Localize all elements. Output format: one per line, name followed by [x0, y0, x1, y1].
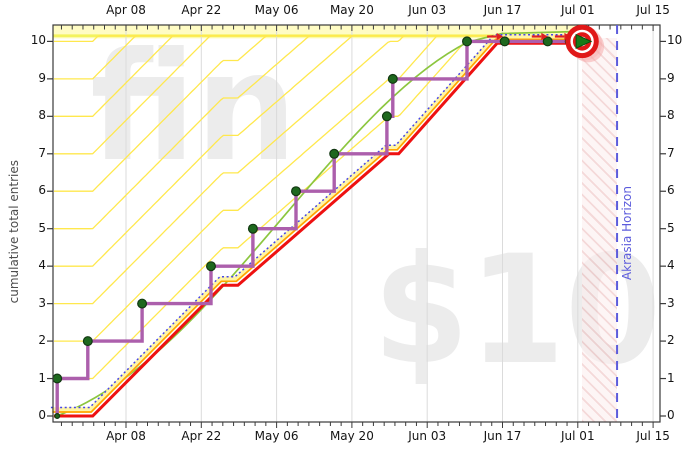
- datapoint-dot: [291, 186, 302, 197]
- x-tick-label-bottom: May 06: [254, 429, 299, 443]
- y-tick-label-left: 0: [38, 408, 46, 422]
- x-tick-label-bottom: Jun 17: [483, 429, 522, 443]
- x-tick-label-top: Apr 22: [181, 3, 222, 17]
- x-tick-label-bottom: Jun 03: [408, 429, 447, 443]
- x-tick-label-top: Jun 03: [408, 3, 447, 17]
- y-tick-label-right: 4: [667, 258, 675, 273]
- datapoint-dot: [54, 413, 61, 420]
- datapoint-dot: [329, 148, 340, 159]
- y-tick-label-left: 5: [38, 220, 46, 235]
- road-blue-dotted-line: [50, 34, 580, 409]
- red-line: [53, 41, 583, 418]
- y-tick-label-left: 8: [38, 108, 46, 123]
- y-tick-label-left: 10: [30, 33, 46, 48]
- x-tick-label-bottom: Jul 01: [561, 429, 595, 443]
- x-tick-label-top: Jul 15: [636, 3, 670, 17]
- y-tick-label-right: 6: [667, 183, 675, 198]
- y-tick-label-right: 2: [667, 333, 675, 348]
- guideline: [54, 35, 577, 230]
- goal-bullseye-icon: [565, 24, 605, 63]
- x-tick-label-bottom: Apr 22: [181, 429, 222, 443]
- y-tick-label-left: 7: [38, 145, 46, 160]
- y-tick-label-right: 7: [667, 145, 675, 160]
- datapoint-dot: [52, 373, 63, 384]
- y-tick-label-left: 4: [38, 258, 46, 273]
- x-tick-label-top: May 06: [254, 3, 299, 17]
- due-arrow-icon: [531, 32, 548, 41]
- steppy-line: [55, 39, 583, 416]
- y-tick-label-left: 6: [38, 183, 46, 198]
- y-tick-label-left: 2: [38, 333, 46, 348]
- guideline: [54, 35, 577, 155]
- datapoint-dot: [247, 223, 258, 234]
- y-tick-label-left: 1: [38, 370, 46, 385]
- y-tick-label-left: 9: [38, 70, 46, 85]
- datapoint-dot: [499, 36, 510, 47]
- datapoint-dot: [462, 36, 473, 47]
- x-tick-label-top: Jun 17: [483, 3, 522, 17]
- y-tick-label-right: 3: [667, 295, 675, 310]
- road-lane: [51, 34, 581, 413]
- road-orange-line: [52, 38, 581, 413]
- y-tick-label-right: 9: [667, 70, 675, 85]
- due-arrow-icon: [487, 32, 504, 41]
- datapoint-dot: [542, 36, 553, 47]
- datapoint-dot: [206, 261, 217, 272]
- datapoint-dot: [387, 73, 398, 84]
- akrasia-week-shading: [582, 38, 617, 422]
- y-tick-label-right: 5: [667, 220, 675, 235]
- x-tick-label-top: May 20: [329, 3, 374, 17]
- x-tick-label-bottom: Jul 15: [636, 429, 670, 443]
- datapoint-dot: [137, 298, 148, 309]
- x-tick-label-top: Apr 08: [106, 3, 146, 17]
- x-tick-label-bottom: Apr 08: [106, 429, 146, 443]
- akrasia-horizon-label: Akrasia Horizon: [620, 186, 634, 281]
- datapoint-dot: [82, 336, 93, 347]
- y-tick-label-right: 8: [667, 108, 675, 123]
- y-tick-label-right: 1: [667, 370, 675, 385]
- trend-line: [53, 30, 579, 418]
- y-tick-label-right: 0: [667, 408, 675, 422]
- y-tick-label-right: 10: [667, 33, 683, 48]
- x-tick-label-top: Jul 01: [561, 3, 595, 17]
- datapoint-dot: [381, 111, 392, 122]
- y-tick-label-left: 3: [38, 295, 46, 310]
- guideline: [54, 35, 577, 117]
- plot-frame: [52, 24, 661, 423]
- x-tick-label-bottom: May 20: [329, 429, 374, 443]
- watermark-goal-name: fin: [90, 21, 298, 195]
